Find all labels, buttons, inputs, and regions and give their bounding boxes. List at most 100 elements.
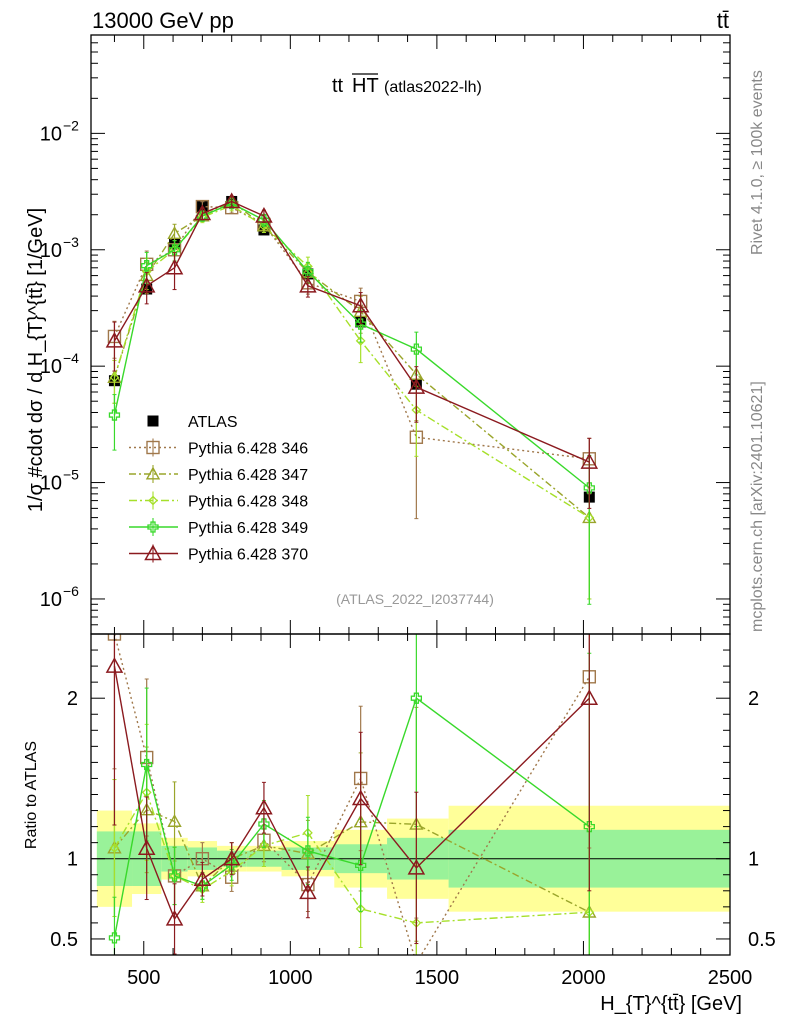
ratio-line-1 (113, 809, 590, 913)
point-4-9 (580, 453, 599, 469)
ratio-point-3-5 (258, 818, 270, 830)
ratio-point-4-0 (105, 657, 124, 673)
side-text-rivet: Rivet 4.1.0, ≥ 100k events (749, 70, 766, 255)
legend-label-5: Pythia 6.428 370 (188, 547, 308, 564)
legend-entry-2: Pythia 6.428 347 (129, 465, 308, 484)
ratio-point-2-7 (355, 903, 366, 914)
ytick-label-exp-1: −5 (63, 467, 79, 483)
ratio-point-1-2 (167, 813, 182, 827)
legend-label-3: Pythia 6.428 348 (188, 494, 308, 511)
ratio-line-0 (113, 634, 590, 955)
ratio-point-3-6 (302, 845, 314, 857)
ratio-point-3-1 (141, 758, 153, 771)
ratio-point-3-3 (196, 880, 209, 892)
ratio-point-2-0 (109, 843, 120, 853)
plot-title-over: HT (352, 75, 379, 97)
legend-entry-3: Pythia 6.428 348 (129, 491, 308, 511)
point-4-8 (407, 378, 426, 394)
rtick-label-left-0: 0.5 (50, 929, 78, 951)
point-3-0 (108, 409, 121, 421)
series-line-1 (113, 200, 590, 519)
series-line-0 (113, 205, 590, 460)
xtick-label-2: 1500 (415, 967, 460, 989)
ratio-axis-title: Ratio to ATLAS (23, 741, 40, 849)
series-line-2 (113, 204, 590, 519)
point-4-5 (255, 206, 273, 223)
series-top-3 (108, 197, 595, 605)
y-axis-title: 1/σ #cdot dσ / d H_{T}^{tt̄} [1/GeV] (25, 208, 47, 512)
point-2-0 (109, 372, 120, 383)
ratio-point-4-1 (137, 839, 156, 855)
ratio-line-2 (113, 790, 590, 924)
legend-marker-3 (148, 495, 158, 506)
ytick-label-exp-2: −4 (63, 350, 79, 366)
series-top-2 (109, 200, 595, 600)
series-ratio-4 (105, 634, 599, 955)
xtick-label-0: 500 (127, 967, 160, 989)
legend-marker-4 (147, 521, 159, 533)
series-line-3 (113, 202, 590, 489)
ratio-point-3-0 (108, 932, 121, 944)
series-top-4 (105, 192, 599, 509)
ytick-label-0: 10 (40, 589, 62, 611)
point-2-7 (355, 335, 366, 346)
plot-title: tt HT (atlas2022-lh) (332, 73, 482, 97)
legend-entry-5: Pythia 6.428 370 (129, 544, 308, 564)
point-4-7 (351, 296, 370, 313)
main-frame (90, 34, 731, 635)
plot-title-paren: (atlas2022-lh) (384, 79, 482, 96)
series-layer (105, 192, 599, 955)
point-3-9 (583, 482, 595, 494)
ratio-point-4-7 (351, 789, 370, 806)
ratio-line-4 (113, 665, 590, 921)
series-line-4 (113, 200, 590, 463)
ytick-label-4: 10 (40, 123, 62, 145)
xtick-label-4: 2500 (708, 967, 753, 989)
legend-marker-2 (145, 466, 161, 480)
ytick-label-1: 10 (40, 473, 62, 495)
plot-title-main: tt (332, 75, 344, 97)
legend-marker-0 (147, 415, 159, 427)
ytick-label-3: 10 (40, 240, 62, 262)
legend-marker-1 (146, 440, 160, 455)
ytick-label-exp-4: −2 (63, 117, 79, 133)
point-2-5 (259, 221, 269, 231)
point-4-3 (193, 204, 212, 221)
side-text-mcplots: mcplots.cern.ch [arXiv:2401.10621] (749, 381, 766, 632)
ratio-point-4-5 (255, 798, 273, 815)
header-right: tt̄ (717, 8, 729, 33)
xtick-label-3: 2000 (561, 967, 606, 989)
series-ratio-0 (107, 634, 597, 955)
x-axis-title: H_{T}^{tt̄} [GeV] (600, 993, 742, 1015)
series-top-1 (107, 194, 597, 600)
legend-label-2: Pythia 6.428 347 (188, 467, 308, 484)
ratio-point-4-4 (222, 849, 241, 866)
rtick-label-left-2: 2 (67, 688, 78, 710)
ratio-line-3 (113, 697, 590, 939)
point-4-2 (165, 258, 184, 275)
point-4-1 (137, 276, 156, 293)
legend-entry-1: Pythia 6.428 346 (129, 438, 308, 458)
ratio-point-4-6 (299, 883, 317, 900)
ratio-point-4-8 (407, 858, 426, 875)
ytick-label-exp-3: −3 (63, 234, 79, 250)
ytick-label-exp-0: −6 (63, 583, 79, 599)
series-ratio-3 (108, 634, 595, 955)
legend-label-1: Pythia 6.428 346 (188, 441, 308, 458)
ratio-point-3-2 (168, 870, 181, 882)
point-4-4 (222, 192, 241, 209)
ratio-point-3-7 (355, 859, 367, 872)
legend-label-4: Pythia 6.428 349 (188, 520, 308, 537)
point-1-2 (167, 226, 182, 239)
point-4-0 (105, 331, 124, 348)
point-3-1 (141, 260, 153, 272)
header-left: 13000 GeV pp (92, 8, 234, 33)
point-3-2 (168, 244, 181, 256)
legend-entry-4: Pythia 6.428 349 (129, 518, 308, 537)
series-top-0 (107, 199, 597, 520)
ratio-point-4-9 (580, 689, 599, 705)
ratio-point-3-9 (583, 820, 595, 833)
xtick-label-1: 1000 (268, 967, 313, 989)
